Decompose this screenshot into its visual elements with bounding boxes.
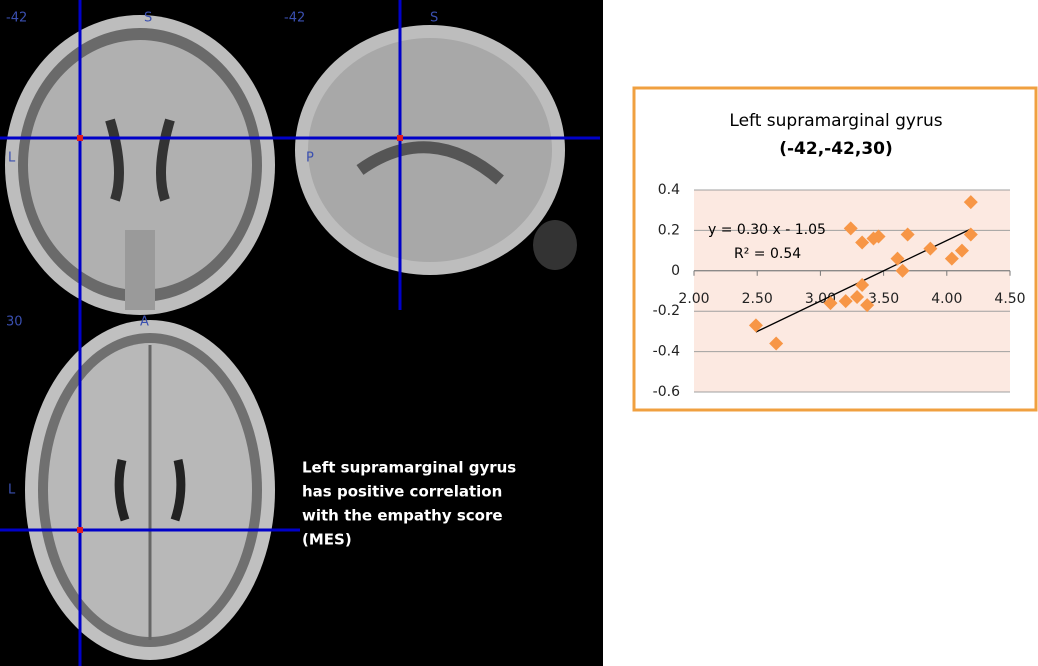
y-tick-label: 0.4	[658, 182, 680, 198]
orient-label: L	[8, 151, 16, 166]
data-point	[895, 263, 910, 278]
x-tick-label: 4.50	[994, 291, 1025, 307]
data-point	[855, 235, 870, 250]
coord-label: -42	[6, 11, 27, 26]
chart: Left supramarginal gyrus (-42,-42,30) 0.4 0…	[653, 111, 1026, 400]
data-point	[855, 277, 870, 292]
orient-label: S	[144, 11, 152, 26]
data-point	[843, 221, 858, 236]
coord-label: 30	[6, 315, 23, 330]
data-point	[871, 229, 886, 244]
cluster-markers	[77, 135, 403, 533]
data-point	[860, 298, 875, 313]
x-tick-label: 2.00	[678, 291, 709, 307]
r-squared: R² = 0.54	[734, 246, 801, 262]
y-tick-label: -0.2	[653, 303, 680, 319]
caption-line: Left supramarginal gyrus	[302, 459, 516, 477]
data-point	[823, 296, 838, 311]
orient-label: S	[430, 11, 438, 26]
orient-label: A	[140, 315, 149, 330]
caption-line: has positive correlation	[302, 483, 502, 501]
data-point	[954, 243, 969, 258]
y-tick-label: 0	[671, 263, 680, 279]
orient-label: L	[8, 483, 16, 498]
data-point	[890, 251, 905, 266]
x-tick-label: 4.00	[931, 291, 962, 307]
chart-title: (-42,-42,30)	[779, 139, 893, 159]
y-tick-label: -0.6	[653, 384, 680, 400]
orient-label: P	[306, 151, 314, 166]
y-tick-label: -0.4	[653, 344, 680, 360]
axial-slice	[25, 320, 275, 660]
coord-label: -42	[284, 11, 305, 26]
coronal-slice	[5, 15, 275, 315]
caption-line: with the empathy score	[302, 507, 503, 525]
y-tick-label: 0.2	[658, 222, 680, 238]
data-point	[900, 227, 915, 242]
caption-line: (MES)	[302, 531, 352, 549]
data-point	[944, 251, 959, 266]
data-point	[963, 195, 978, 210]
data-point	[748, 318, 763, 333]
data-point	[838, 294, 853, 309]
crosshairs	[0, 0, 600, 666]
sagittal-slice	[295, 25, 577, 275]
data-point	[963, 227, 978, 242]
x-tick-label: 2.50	[742, 291, 773, 307]
trendline-equation: y = 0.30 x - 1.05	[708, 222, 826, 238]
caption: Left supramarginal gyrus has positive cor…	[302, 459, 516, 549]
data-point	[923, 241, 938, 256]
chart-title: Left supramarginal gyrus	[729, 111, 942, 131]
x-tick-label: 3.50	[868, 291, 899, 307]
data-point	[850, 290, 865, 305]
data-point	[769, 336, 784, 351]
